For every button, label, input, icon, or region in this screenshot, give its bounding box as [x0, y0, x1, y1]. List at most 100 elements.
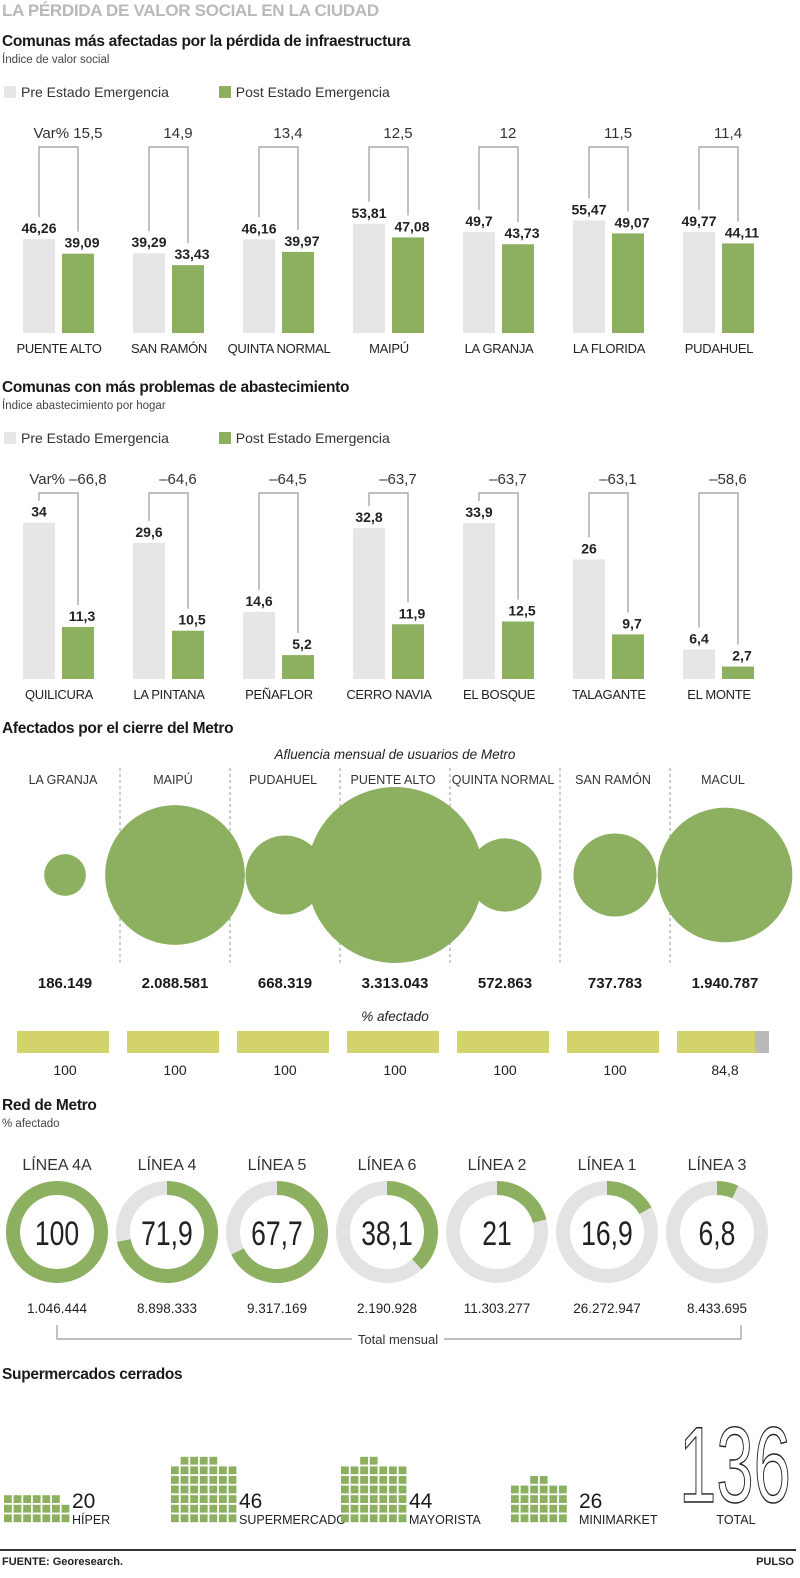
- supermarket-unit: [52, 1514, 60, 1523]
- supermarket-unit: [61, 1504, 70, 1513]
- supermarket-unit: [23, 1504, 31, 1513]
- supermarket-type-label: HÍPER: [72, 1512, 110, 1527]
- footer: FUENTE: Georesearch. PULSO: [0, 1547, 800, 1578]
- supermarket-unit: [389, 1466, 397, 1475]
- supermarket-unit: [539, 1485, 548, 1494]
- value-label-pre: 49,77: [681, 213, 716, 229]
- network-title: Red de Metro: [2, 1097, 97, 1114]
- supermarket-unit: [360, 1495, 368, 1503]
- bubble: [468, 838, 542, 912]
- category-label: EL MONTE: [687, 687, 751, 702]
- supermarket-unit: [23, 1495, 31, 1503]
- donut-arc: [606, 1181, 652, 1215]
- supermarket-unit: [389, 1476, 397, 1484]
- value-label-post: 12,5: [508, 603, 535, 619]
- line-label: LÍNEA 4: [138, 1155, 197, 1174]
- value-label-pre: 53,81: [351, 205, 386, 221]
- total-mensual-label: Total mensual: [358, 1332, 438, 1347]
- variation-label: –63,7: [489, 471, 527, 488]
- supermarket-unit: [32, 1514, 41, 1523]
- supermarket-type-label: MAYORISTA: [409, 1513, 481, 1527]
- pct-bar-fill: [677, 1031, 756, 1053]
- infra-bar-chart: Var% 15,5 46,26 39,09 PUENTE ALTO 14,9 39,29 3…: [16, 125, 759, 356]
- supermarket-unit: [389, 1485, 397, 1494]
- line-label: LÍNEA 4A: [22, 1155, 92, 1174]
- variation-label: 12,5: [383, 125, 412, 142]
- supermarket-unit: [219, 1466, 227, 1475]
- supermarket-unit: [559, 1514, 567, 1523]
- variation-bracket: [38, 492, 79, 606]
- variation-bracket: [478, 146, 519, 223]
- value-label-pre: 33,9: [465, 504, 492, 520]
- value-label-post: 11,3: [69, 608, 96, 624]
- bar-post: [612, 233, 644, 333]
- supply-subtitle: Índice abastecimiento por hogar: [2, 400, 166, 412]
- bar-post: [172, 630, 204, 679]
- supermarket-unit: [520, 1514, 529, 1523]
- bar-post: [612, 634, 644, 679]
- bar-post: [392, 624, 424, 679]
- supermarket-unit: [190, 1476, 198, 1484]
- monthly-total-value: 9.317.169: [247, 1301, 307, 1316]
- legend-pre-swatch: [4, 86, 16, 98]
- commune-label: LA GRANJA: [29, 773, 98, 787]
- bar-post: [722, 243, 754, 333]
- value-label-post: 5,2: [292, 636, 312, 652]
- supermarket-unit: [341, 1504, 349, 1513]
- supermarket-unit: [209, 1485, 218, 1494]
- supermarket-unit: [32, 1495, 41, 1503]
- infra-subtitle: Índice de valor social: [2, 54, 110, 66]
- supermarket-unit: [219, 1504, 227, 1513]
- variation-bracket: [258, 492, 299, 634]
- pct-value-label: 100: [53, 1062, 77, 1078]
- supermarket-unit: [23, 1514, 31, 1523]
- supermarket-unit: [199, 1466, 208, 1475]
- supermarket-unit: [350, 1466, 359, 1475]
- category-label: CERRO NAVIA: [346, 687, 432, 702]
- line-label: LÍNEA 1: [578, 1155, 637, 1174]
- supermarket-unit: [389, 1495, 397, 1503]
- legend-post-swatch: [218, 432, 231, 444]
- bar-post: [502, 621, 534, 679]
- supermarket-unit: [520, 1504, 529, 1513]
- legend-pre-label: Pre Estado Emergencia: [21, 84, 169, 100]
- supermarket-unit: [199, 1485, 208, 1494]
- supermarket-unit: [511, 1504, 519, 1513]
- supermarket-unit: [209, 1495, 218, 1503]
- supermarket-unit: [530, 1495, 538, 1503]
- supermarket-unit: [398, 1504, 407, 1513]
- network-subtitle: % afectado: [2, 1118, 60, 1130]
- supermarkets-title: Supermercados cerrados: [2, 1366, 183, 1383]
- supermarket-unit: [539, 1514, 548, 1523]
- value-label-pre: 6,4: [689, 631, 709, 647]
- supermarket-unit: [341, 1514, 349, 1523]
- variation-label: Var% 15,5: [34, 125, 103, 142]
- main-title: LA PÉRDIDA DE VALOR SOCIAL EN LA CIUDAD: [2, 1, 379, 20]
- category-label: QUINTA NORMAL: [228, 341, 331, 356]
- supply-title: Comunas con más problemas de abastecimie…: [2, 379, 350, 396]
- bar-post: [722, 666, 754, 679]
- value-label-pre: 26: [581, 540, 597, 556]
- line-label: LÍNEA 5: [248, 1155, 307, 1174]
- supermarket-unit: [42, 1514, 51, 1523]
- supermarket-count: 44: [409, 1490, 433, 1513]
- line-label: LÍNEA 3: [688, 1155, 747, 1174]
- supermarket-unit: [360, 1504, 368, 1513]
- supermarket-unit: [369, 1476, 378, 1484]
- bar-post: [62, 627, 94, 679]
- footer-source: FUENTE: Georesearch.: [2, 1556, 124, 1568]
- legend-post-item: Post Estado Emergencia: [218, 84, 390, 100]
- value-label-post: 11,9: [399, 605, 426, 621]
- variation-bracket: [368, 492, 409, 603]
- category-label: MAIPÚ: [369, 341, 409, 356]
- supply-bar-chart: Var% –66,8 34 11,3 QUILICURA –64,6 29,6 10,5 LA…: [23, 471, 754, 702]
- legend-post-label: Post Estado Emergencia: [235, 430, 390, 446]
- metro-subtitle: Afluencia mensual de usuarios de Metro: [274, 747, 516, 762]
- value-label-pre: 29,6: [135, 524, 162, 540]
- supermarket-unit: [209, 1456, 218, 1465]
- bubble: [105, 805, 245, 945]
- variation-label: –64,6: [159, 471, 197, 488]
- supermarket-unit: [199, 1456, 208, 1465]
- supermarket-unit: [341, 1485, 349, 1494]
- supermarket-unit: [379, 1504, 388, 1513]
